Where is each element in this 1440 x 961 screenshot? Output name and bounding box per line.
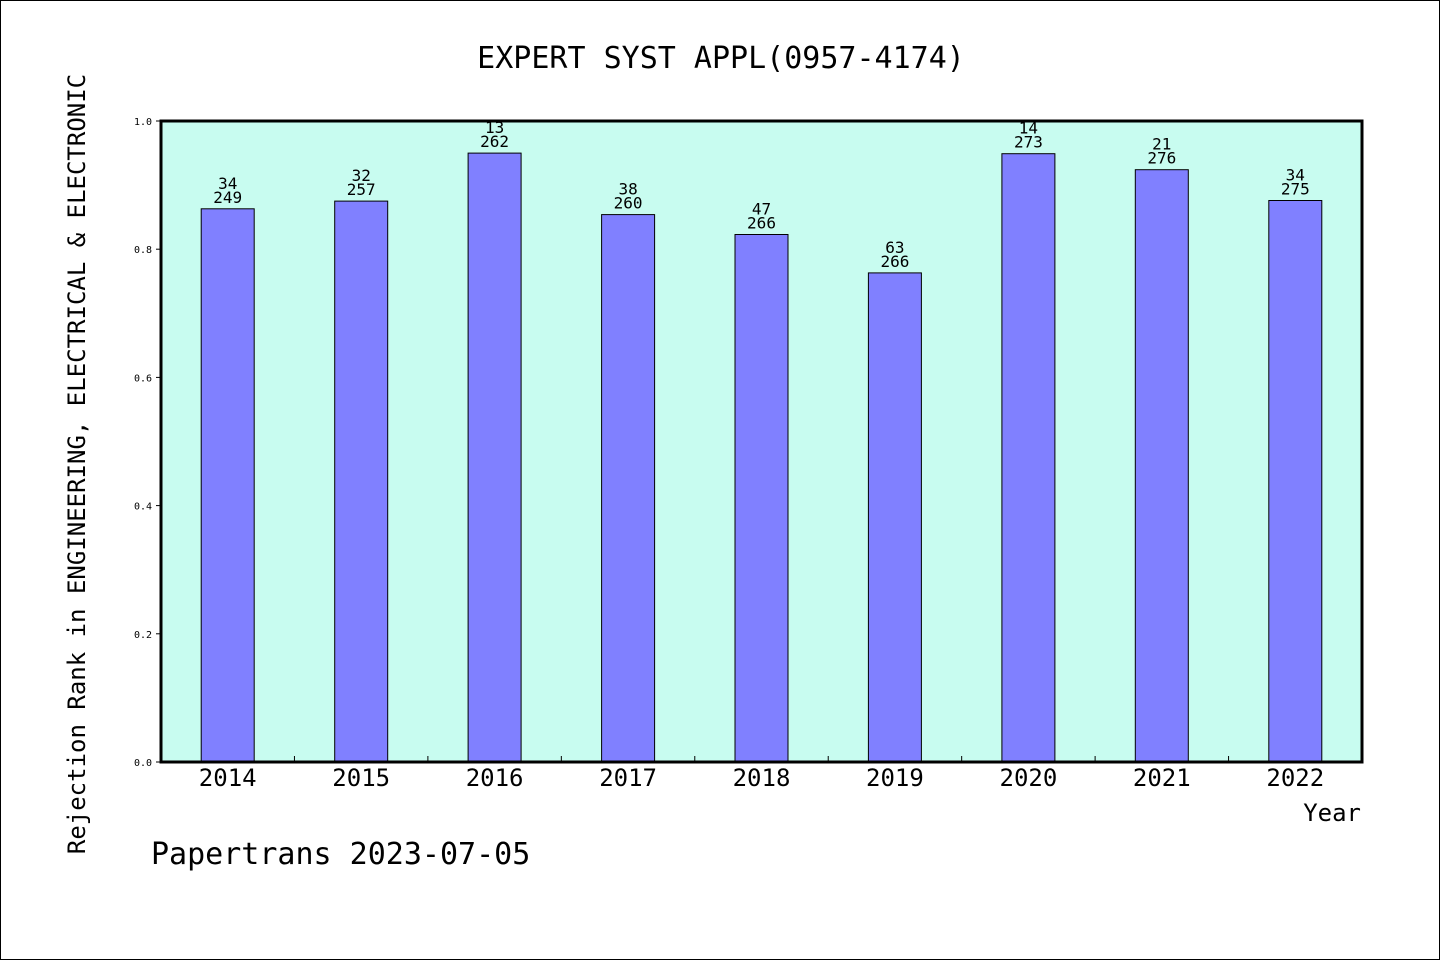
x-tick-label: 2015 (332, 764, 390, 792)
x-axis-label: Year (1303, 799, 1361, 827)
bar-label-top: 21 (1152, 135, 1171, 154)
bar-label-bottom: 262 (480, 132, 509, 151)
bar-label-bottom: 257 (347, 180, 376, 199)
x-tick-label: 2014 (199, 764, 257, 792)
bar-label-bottom: 266 (880, 252, 909, 271)
y-tick-label: 0.2 (134, 630, 152, 641)
y-tick-label: 0.0 (134, 758, 152, 769)
footer-text: Papertrans 2023-07-05 (151, 837, 530, 872)
bar-label-bottom: 260 (614, 194, 643, 213)
bar-label-top: 32 (352, 166, 371, 185)
x-tick-label: 2021 (1133, 764, 1191, 792)
x-axis: 2014 2015 2016 2017 2018 2019 2020 2021 2022 (199, 756, 1324, 792)
y-axis: 0.0 0.2 0.4 0.6 0.8 1.0 (134, 117, 161, 769)
plot-area (159, 119, 1364, 764)
bar-label-bottom: 273 (1014, 133, 1043, 152)
bar-label-top: 13 (485, 118, 504, 137)
x-tick-label: 2017 (599, 764, 657, 792)
x-tick-label: 2020 (1000, 764, 1058, 792)
y-tick-label: 0.8 (134, 245, 152, 256)
bar-label-top: 38 (618, 180, 637, 199)
bar-2022 (1268, 200, 1323, 763)
bar-2018 (734, 234, 789, 763)
bar-2017 (601, 214, 656, 763)
bar-label-bottom: 266 (747, 214, 776, 233)
bar-2019 (867, 272, 922, 763)
y-tick-label: 1.0 (134, 117, 152, 128)
bar-2021 (1134, 169, 1189, 763)
bar-label-top: 63 (885, 238, 904, 257)
bar-2014 (200, 208, 255, 763)
bar-label-top: 14 (1019, 119, 1038, 138)
bar-2020 (1001, 153, 1056, 763)
y-tick-label: 0.6 (134, 373, 152, 384)
bar-label-top: 34 (1286, 166, 1305, 185)
y-axis-label: Rejection Rank in ENGINEERING, ELECTRICA… (63, 74, 91, 854)
bar-label-bottom: 249 (213, 188, 242, 207)
x-tick-label: 2018 (733, 764, 791, 792)
bar-2016 (467, 152, 522, 763)
x-tick-label: 2016 (466, 764, 524, 792)
bar-label-top: 34 (218, 174, 237, 193)
bar-label-top: 47 (752, 200, 771, 219)
bar-label-bottom: 275 (1281, 180, 1310, 199)
chart-title: EXPERT SYST APPL(0957-4174) (477, 41, 965, 76)
x-tick-label: 2022 (1266, 764, 1324, 792)
y-tick-label: 0.4 (134, 502, 152, 513)
bars-group (200, 152, 1323, 763)
bar-label-bottom: 276 (1147, 149, 1176, 168)
bar-2015 (334, 200, 389, 763)
x-tick-label: 2019 (866, 764, 924, 792)
